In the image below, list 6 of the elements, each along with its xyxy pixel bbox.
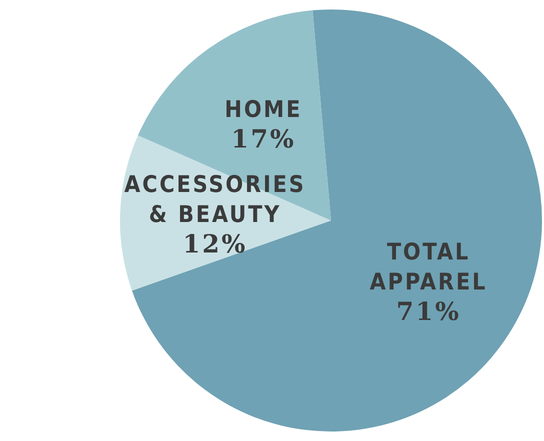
data-label: 12% [182,230,248,259]
data-label: 71% [396,296,461,326]
slice-label: ACCESSORIES & BEAUTY [124,172,306,228]
data-label: 17% [231,124,296,154]
slice-label: TOTAL APPAREL [370,239,488,296]
slice-label: HOME [224,97,302,124]
